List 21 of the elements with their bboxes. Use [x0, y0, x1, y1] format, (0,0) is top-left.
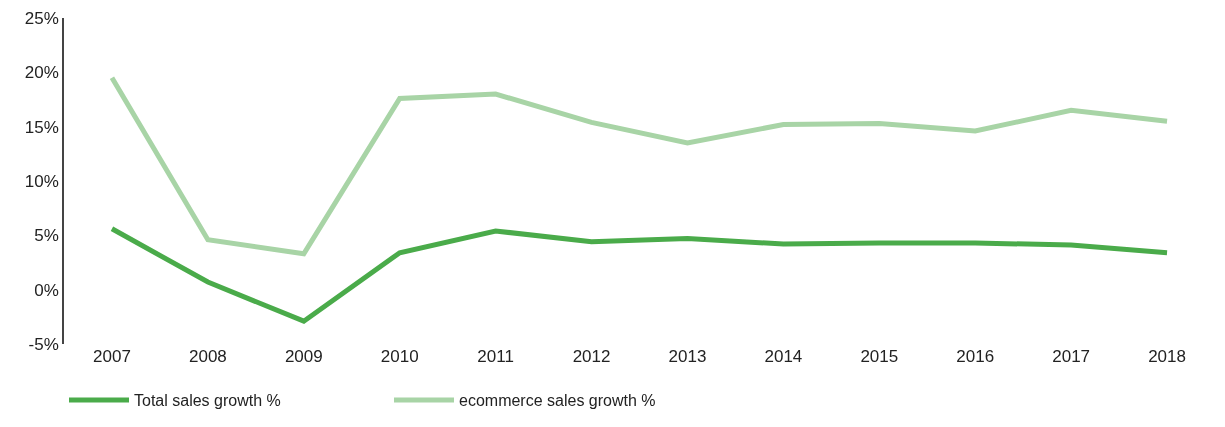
x-tick-label: 2010	[380, 347, 419, 366]
x-tick-label: 2016	[956, 347, 995, 366]
y-tick-label: 20%	[24, 63, 59, 83]
x-tick-label: 2014	[764, 347, 803, 366]
x-tick-label: 2008	[188, 347, 227, 366]
x-tick-label: 2011	[477, 347, 514, 366]
y-tick-label: -5%	[28, 334, 59, 354]
x-tick-label: 2007	[93, 347, 131, 366]
x-tick-label: 2018	[1148, 347, 1186, 366]
y-tick-label: 5%	[34, 226, 59, 246]
y-tick-label: 25%	[24, 8, 59, 28]
x-tick-label: 2009	[284, 347, 323, 366]
legend-label: Total sales growth %	[134, 392, 281, 410]
x-tick-label: 2015	[860, 347, 899, 366]
y-tick-label: 10%	[24, 171, 59, 191]
y-tick-label: 0%	[34, 280, 59, 300]
x-tick-label: 2017	[1052, 347, 1091, 366]
y-tick-label: 15%	[24, 117, 59, 137]
x-tick-label: 2013	[668, 347, 707, 366]
x-tick-label: 2012	[572, 347, 611, 366]
legend-label: ecommerce sales growth %	[459, 392, 656, 410]
